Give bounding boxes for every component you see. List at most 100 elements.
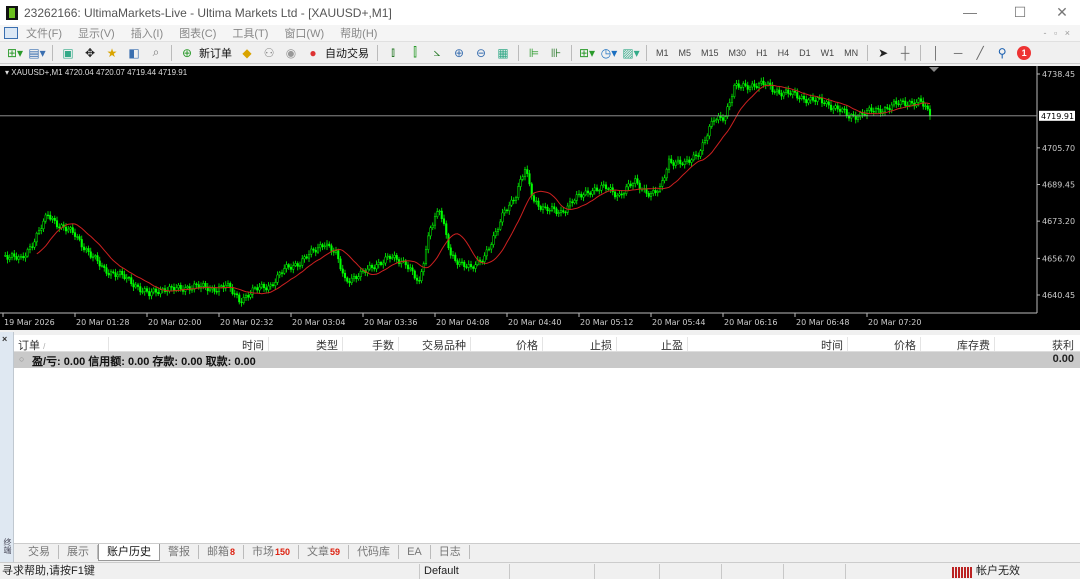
timeframe-m15[interactable]: M15 <box>701 47 719 58</box>
menu-insert[interactable]: 插入(I) <box>130 28 164 40</box>
col-take-profit[interactable]: 止盈 <box>617 337 688 352</box>
terminal-icon[interactable]: ◧ <box>128 45 140 60</box>
vertical-line-icon[interactable]: │ <box>932 45 940 60</box>
zoom-in-icon[interactable]: ⊕ <box>453 45 465 60</box>
signals-icon[interactable]: ⚇ <box>263 45 275 60</box>
terminal-tabs: 交易 展示 账户历史 警报 邮箱8 市场150 文章59 代码库 EA 日志 <box>14 543 1080 561</box>
candle-body <box>157 292 160 295</box>
candle-body <box>782 92 785 97</box>
candle-body <box>220 285 223 288</box>
tab-market[interactable]: 市场150 <box>244 545 300 559</box>
crosshair-icon[interactable]: ┼ <box>900 45 910 60</box>
col-close-time[interactable]: 时间 <box>688 337 848 352</box>
col-swap[interactable]: 库存费 <box>921 337 995 352</box>
candle-body <box>467 264 470 268</box>
menu-charts[interactable]: 图表(C) <box>179 28 217 40</box>
candle-body <box>289 266 293 270</box>
cursor-icon[interactable]: ➤ <box>878 45 889 60</box>
terminal-close-button[interactable]: × <box>2 334 8 344</box>
timeframe-w1[interactable]: W1 <box>820 47 835 58</box>
candle-body <box>787 89 790 94</box>
market-icon[interactable]: ◉ <box>285 45 297 60</box>
timeframe-m5[interactable]: M5 <box>678 47 692 58</box>
menu-window[interactable]: 窗口(W) <box>284 28 325 40</box>
candle-body <box>22 256 25 259</box>
auto-trading-icon[interactable]: ● <box>309 45 317 60</box>
templates-icon[interactable]: ▨▾ <box>622 45 640 60</box>
bar-chart-icon[interactable]: ⫾ <box>391 45 395 59</box>
minimize-button[interactable]: — <box>963 4 977 20</box>
trendline-icon[interactable]: ╱ <box>976 45 984 60</box>
candle-body <box>409 267 412 270</box>
menu-help[interactable]: 帮助(H) <box>340 28 378 40</box>
zoom-out-icon[interactable]: ⊖ <box>475 45 487 60</box>
metaeditor-icon[interactable]: ◆ <box>242 45 252 60</box>
child-window-controls[interactable]: - ▫ × <box>1043 28 1070 38</box>
new-order-button[interactable]: 新订单 <box>199 47 232 60</box>
candle-body <box>598 189 601 192</box>
market-watch-icon[interactable]: ▣ <box>62 45 74 60</box>
chart-window-icon[interactable] <box>4 27 18 39</box>
timeframe-m30[interactable]: M30 <box>728 47 747 58</box>
app-icon <box>6 5 18 20</box>
tester-icon[interactable]: ⌕ <box>152 45 160 59</box>
indicators-icon[interactable]: ⊞▾ <box>578 45 596 60</box>
summary-row[interactable]: ○ 盈/亏: 0.00 信用额: 0.00 存款: 0.00 取款: 0.00 … <box>14 352 1080 368</box>
favorites-icon[interactable]: ★ <box>106 45 118 60</box>
tab-experts[interactable]: EA <box>399 545 431 559</box>
menu-file[interactable]: 文件(F) <box>26 28 63 40</box>
candlestick-icon[interactable]: ⫿ <box>413 45 417 59</box>
search-icon[interactable]: ⚲ <box>997 45 1007 60</box>
tab-account-history[interactable]: 账户历史 <box>98 544 160 561</box>
timeframe-d1[interactable]: D1 <box>799 47 811 58</box>
menu-view[interactable]: 显示(V) <box>78 28 115 40</box>
timeframe-m1[interactable]: M1 <box>656 47 669 58</box>
periods-icon[interactable]: ◷▾ <box>600 45 618 60</box>
col-order[interactable]: 订单 / <box>14 337 109 352</box>
col-profit[interactable]: 获利 <box>1052 340 1074 352</box>
candle-body <box>357 276 360 280</box>
auto-trading-button[interactable]: 自动交易 <box>325 47 369 60</box>
tab-journal[interactable]: 日志 <box>431 545 470 559</box>
chart-canvas[interactable]: 4738.45 4705.70 4689.45 4673.20 4656.70 4640.… <box>0 66 1080 330</box>
candle-body <box>814 100 817 102</box>
timeframe-mn[interactable]: MN <box>844 47 859 58</box>
tab-code-base[interactable]: 代码库 <box>349 545 400 559</box>
candle-body <box>285 264 288 269</box>
menu-tools[interactable]: 工具(T) <box>232 28 269 40</box>
status-profile[interactable]: Default <box>424 564 510 579</box>
col-open-price[interactable]: 价格 <box>471 337 543 352</box>
notifications-icon[interactable]: 1 <box>1015 45 1033 61</box>
col-lots[interactable]: 手数 <box>343 337 399 352</box>
timeframe-h1[interactable]: H1 <box>756 47 768 58</box>
timeframe-h4[interactable]: H4 <box>777 47 790 58</box>
new-order-icon[interactable]: ⊕ <box>181 45 193 60</box>
maximize-button[interactable]: ☐ <box>1013 4 1027 20</box>
col-stop-loss[interactable]: 止损 <box>543 337 617 352</box>
line-chart-icon[interactable]: ⦣ <box>433 45 441 59</box>
chart-shift-icon[interactable]: ⊪ <box>550 45 562 60</box>
candle-body <box>780 93 783 97</box>
col-open-time[interactable]: 时间 <box>109 337 269 352</box>
new-chart-icon[interactable]: ⊞▾ <box>6 45 24 60</box>
tab-alerts[interactable]: 警报 <box>160 545 199 559</box>
price-chart[interactable]: 4738.45 4705.70 4689.45 4673.20 4656.70 4640.… <box>0 66 1080 330</box>
tab-articles[interactable]: 文章59 <box>299 545 350 559</box>
navigator-icon[interactable]: ✥ <box>84 45 96 60</box>
candle-body <box>739 86 743 89</box>
col-symbol[interactable]: 交易品种 <box>399 337 471 352</box>
horizontal-line-icon[interactable]: ─ <box>953 45 963 60</box>
autoscroll-icon[interactable]: ⊫ <box>528 45 540 60</box>
tab-mailbox[interactable]: 邮箱8 <box>199 545 245 559</box>
close-button[interactable]: ✕ <box>1056 4 1068 20</box>
candle-body <box>260 284 263 288</box>
col-type[interactable]: 类型 <box>269 337 343 352</box>
mailbox-badge: 8 <box>230 547 236 557</box>
candle-body <box>449 247 452 256</box>
tile-windows-icon[interactable]: ▦ <box>497 45 509 60</box>
candle-body <box>692 154 695 161</box>
profiles-icon[interactable]: ▤▾ <box>28 45 46 60</box>
col-close-price[interactable]: 价格 <box>848 337 921 352</box>
tab-exposure[interactable]: 展示 <box>59 545 98 559</box>
tab-trade[interactable]: 交易 <box>20 545 59 559</box>
